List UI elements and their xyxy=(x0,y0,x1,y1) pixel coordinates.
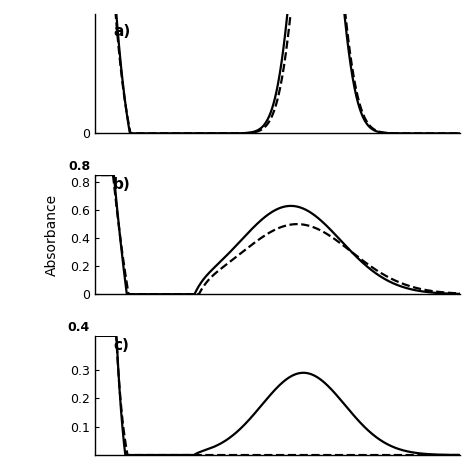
Text: 0.8: 0.8 xyxy=(68,160,90,173)
Text: c): c) xyxy=(113,338,129,353)
Y-axis label: Absorbance: Absorbance xyxy=(45,193,59,276)
Text: b): b) xyxy=(113,177,131,192)
Text: a): a) xyxy=(113,24,130,39)
Text: 0.4: 0.4 xyxy=(68,320,90,334)
